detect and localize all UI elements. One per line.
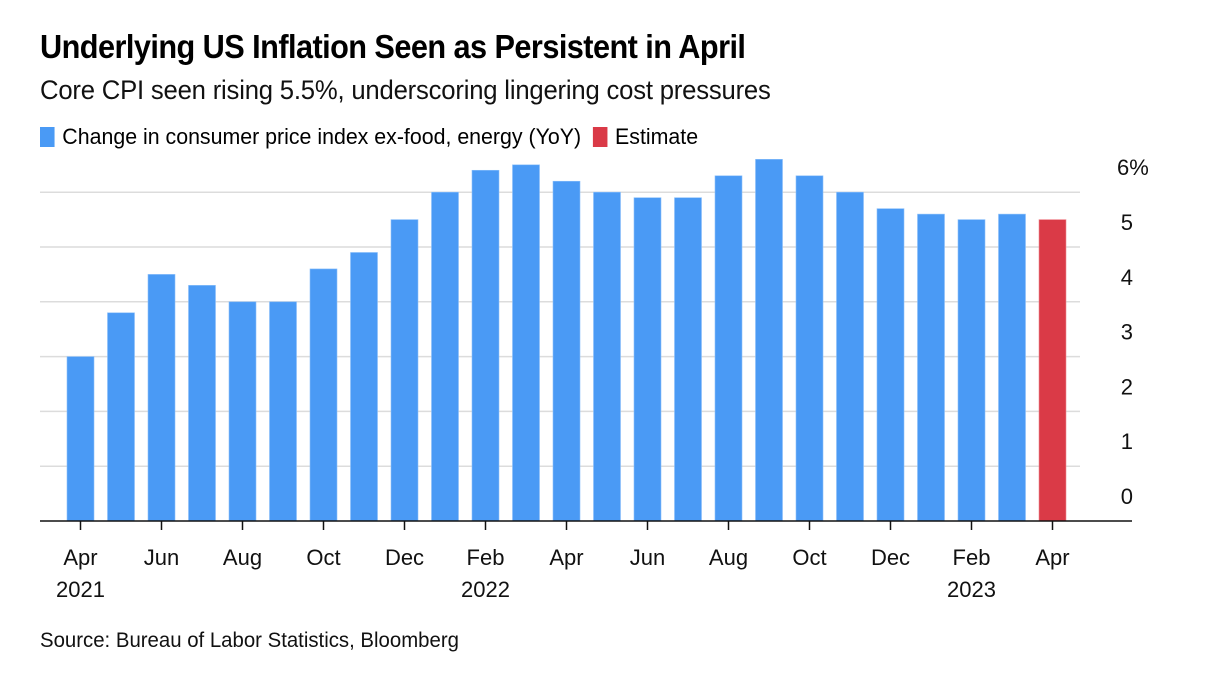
bar: Mar 2022: 6.5 xyxy=(512,164,540,522)
legend-swatch-estimate xyxy=(592,127,608,147)
x-tick-label: Aug xyxy=(223,545,262,570)
bars: Apr 2021: 3 May 2021: 3.8 Jun 2021: 4.5 Jul… xyxy=(66,159,1067,522)
bar-estimate: Apr 2023: 5.5 xyxy=(1038,219,1067,522)
x-tick-label: Apr xyxy=(1035,545,1069,570)
bar: Jun 2022: 5.9 xyxy=(633,197,662,522)
bar: May 2022: 6 xyxy=(593,191,621,522)
legend: Change in consumer price index ex-food, … xyxy=(40,124,710,150)
y-tick-label: 6% xyxy=(1117,155,1149,180)
bar: May 2021: 3.8 xyxy=(107,312,135,522)
bar: Jan 2022: 6 xyxy=(431,191,459,522)
legend-label-estimate: Estimate xyxy=(615,124,699,149)
bar: Mar 2023: 5.6 xyxy=(998,213,1026,522)
legend-swatch-actual xyxy=(40,127,55,147)
y-tick-label: 1 xyxy=(1121,429,1133,454)
x-tick-label: Oct xyxy=(306,545,340,570)
x-tick-label: Feb xyxy=(953,545,991,570)
bar: Jul 2022: 5.9 xyxy=(674,197,702,522)
x-tick-label: Jun xyxy=(630,545,665,570)
bar: Jan 2023: 5.6 xyxy=(917,213,945,522)
y-axis: 0 1 2 3 4 5 6% xyxy=(1117,155,1149,509)
bar: Nov 2021: 4.9 xyxy=(350,252,378,522)
bar: Feb 2023: 5.5 xyxy=(957,219,986,522)
y-tick-label: 2 xyxy=(1121,374,1133,399)
legend-item-estimate: Estimate xyxy=(592,124,699,150)
x-tick-label: Oct xyxy=(792,545,826,570)
source-note: Source: Bureau of Labor Statistics, Bloo… xyxy=(40,629,459,652)
bar: Apr 2021: 3 xyxy=(66,356,95,522)
chart-subtitle: Core CPI seen rising 5.5%, underscoring … xyxy=(40,75,771,105)
x-tick-label: Apr xyxy=(63,545,97,570)
x-year-label: 2021 xyxy=(56,577,105,602)
bar: Sep 2021: 4 xyxy=(269,301,297,522)
bar: Sep 2022: 6.6 xyxy=(755,159,783,522)
x-year-label: 2023 xyxy=(947,577,996,602)
y-tick-label: 3 xyxy=(1121,320,1133,345)
y-tick-label: 5 xyxy=(1121,210,1133,235)
x-tick-label: Jun xyxy=(144,545,179,570)
x-year-label: 2022 xyxy=(461,577,510,602)
x-tick-label: Aug xyxy=(709,545,748,570)
bar: Aug 2021: 4 xyxy=(228,301,257,522)
bar: Apr 2022: 6.2 xyxy=(552,180,581,522)
x-axis: Apr 2021 Jun Aug Oct Dec Feb 2022 Apr Jun Aug Oct De… xyxy=(40,520,1132,602)
bar: Oct 2021: 4.6 xyxy=(309,268,338,522)
x-tick-label: Feb xyxy=(467,545,505,570)
x-tick-label: Dec xyxy=(871,545,910,570)
bar: Oct 2022: 6.3 xyxy=(795,175,824,522)
x-tick-label: Dec xyxy=(385,545,424,570)
bar: Nov 2022: 6 xyxy=(836,191,864,522)
bar: Feb 2022: 6.4 xyxy=(471,169,500,522)
legend-item-actual: Change in consumer price index ex-food, … xyxy=(40,124,581,150)
bar: Dec 2022: 5.7 xyxy=(876,208,905,522)
bar: Jul 2021: 4.3 xyxy=(188,285,216,522)
bar: Jun 2021: 4.5 xyxy=(147,274,176,522)
bar: Dec 2021: 5.5 xyxy=(390,219,419,522)
bar: Aug 2022: 6.3 xyxy=(714,175,743,522)
legend-label-actual: Change in consumer price index ex-food, … xyxy=(62,124,582,149)
chart-title: Underlying US Inflation Seen as Persiste… xyxy=(40,28,746,65)
y-tick-label: 4 xyxy=(1121,265,1133,290)
y-tick-label: 0 xyxy=(1121,484,1133,509)
x-tick-label: Apr xyxy=(549,545,583,570)
